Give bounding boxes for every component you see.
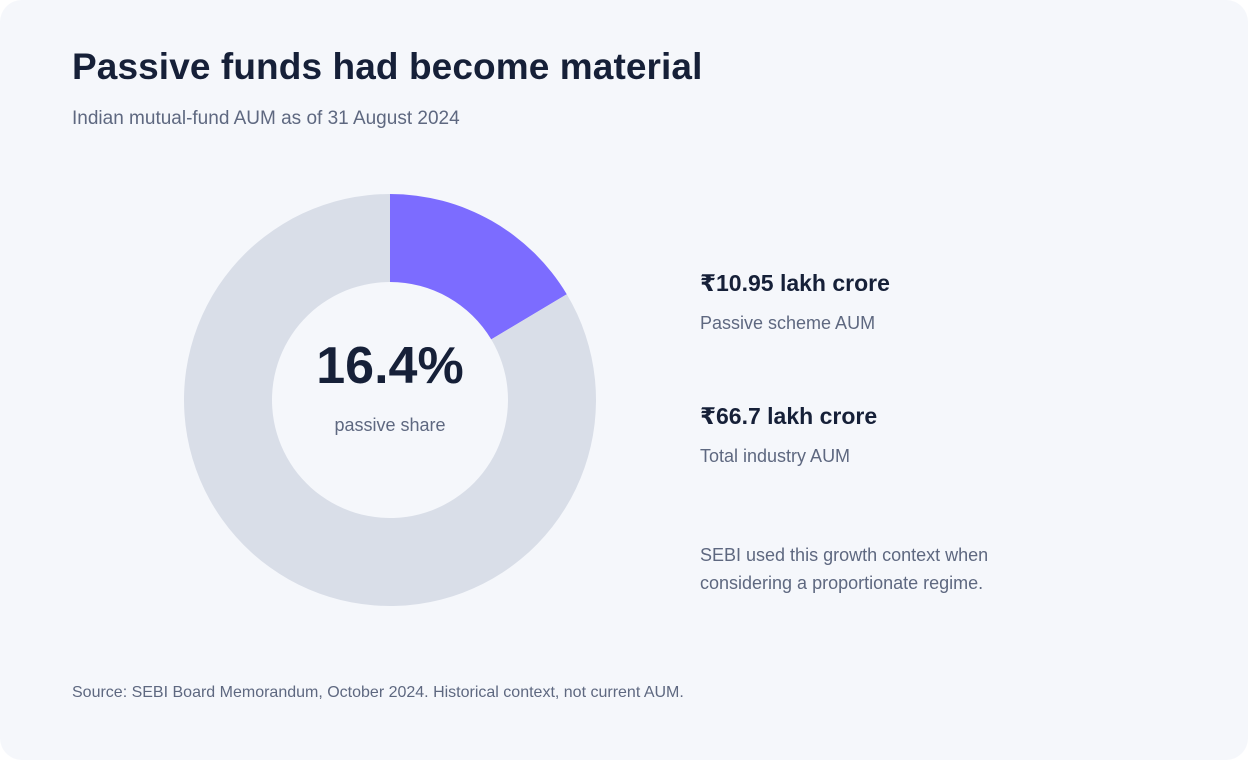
donut-center-label: passive share bbox=[334, 415, 446, 435]
chart-subtitle: Indian mutual-fund AUM as of 31 August 2… bbox=[72, 108, 460, 129]
source-footnote: Source: SEBI Board Memorandum, October 2… bbox=[72, 684, 684, 701]
chart-title: Passive funds had become material bbox=[72, 46, 703, 87]
donut-slice-remainder bbox=[184, 194, 596, 606]
total-aum-label: Total industry AUM bbox=[700, 446, 851, 466]
donut-slice-passive bbox=[390, 194, 567, 340]
passive-aum-label: Passive scheme AUM bbox=[700, 313, 876, 333]
donut-center-value: 16.4% bbox=[316, 337, 464, 395]
total-aum-value: ₹66.7 lakh crore bbox=[700, 403, 878, 429]
donut-chart bbox=[184, 194, 596, 606]
context-note: SEBI used this growth context when consi… bbox=[700, 545, 989, 593]
passive-aum-value: ₹10.95 lakh crore bbox=[700, 270, 890, 296]
